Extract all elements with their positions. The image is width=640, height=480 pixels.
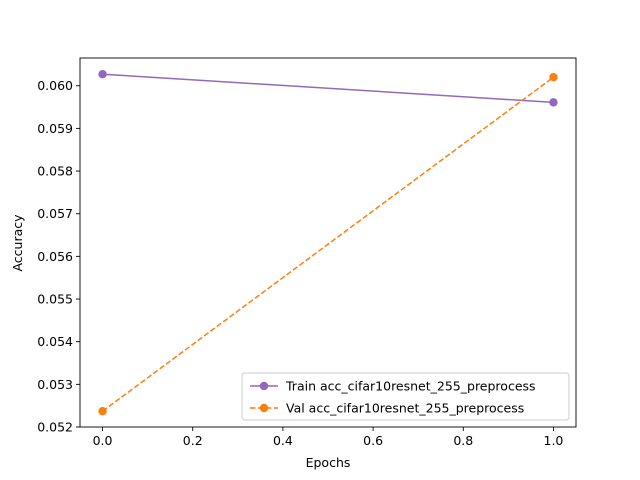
series-point-0-1 xyxy=(549,98,558,107)
legend-marker-1 xyxy=(259,403,269,413)
y-tick-label: 0.059 xyxy=(37,121,73,136)
y-tick-label: 0.056 xyxy=(37,249,73,264)
axes-frame xyxy=(79,57,577,428)
x-axis-label: Epochs xyxy=(306,455,351,470)
y-axis: 0.052 0.053 0.054 0.055 0.056 0.057 0.058 0.059… xyxy=(37,78,80,435)
series-line-1 xyxy=(102,76,554,412)
y-tick-label: 0.053 xyxy=(37,377,73,392)
x-tick-label: 0.6 xyxy=(363,433,383,448)
y-tick-label: 0.058 xyxy=(37,164,73,179)
legend-label-1: Val acc_cifar10resnet_255_preprocess xyxy=(286,401,524,416)
y-tick-label: 0.052 xyxy=(37,420,73,435)
legend-box xyxy=(241,372,570,421)
series-point-0-0 xyxy=(98,70,107,79)
y-tick-label: 0.055 xyxy=(37,292,73,307)
y-tick-label: 0.057 xyxy=(37,206,73,221)
x-tick-label: 0.8 xyxy=(453,433,473,448)
y-axis-label: Accuracy xyxy=(10,214,25,272)
series-point-1-1 xyxy=(549,72,558,82)
x-tick-label: 0.2 xyxy=(183,433,203,448)
x-tick-label: 1.0 xyxy=(544,433,564,448)
series-line-0 xyxy=(102,73,554,104)
legend-label-0: Train acc_cifar10resnet_255_preprocess xyxy=(285,379,536,394)
y-tick-label: 0.054 xyxy=(37,334,73,349)
x-axis: 0.0 0.2 0.4 0.6 0.8 1.0 xyxy=(93,427,564,448)
x-tick-label: 0.4 xyxy=(273,433,293,448)
legend: Train acc_cifar10resnet_255_preprocess Va… xyxy=(241,372,570,421)
series-point-1-0 xyxy=(98,407,107,416)
y-tick-label: 0.060 xyxy=(37,78,73,93)
plot-area xyxy=(79,57,577,428)
x-tick-label: 0.0 xyxy=(93,433,113,448)
legend-marker-0 xyxy=(259,381,269,391)
